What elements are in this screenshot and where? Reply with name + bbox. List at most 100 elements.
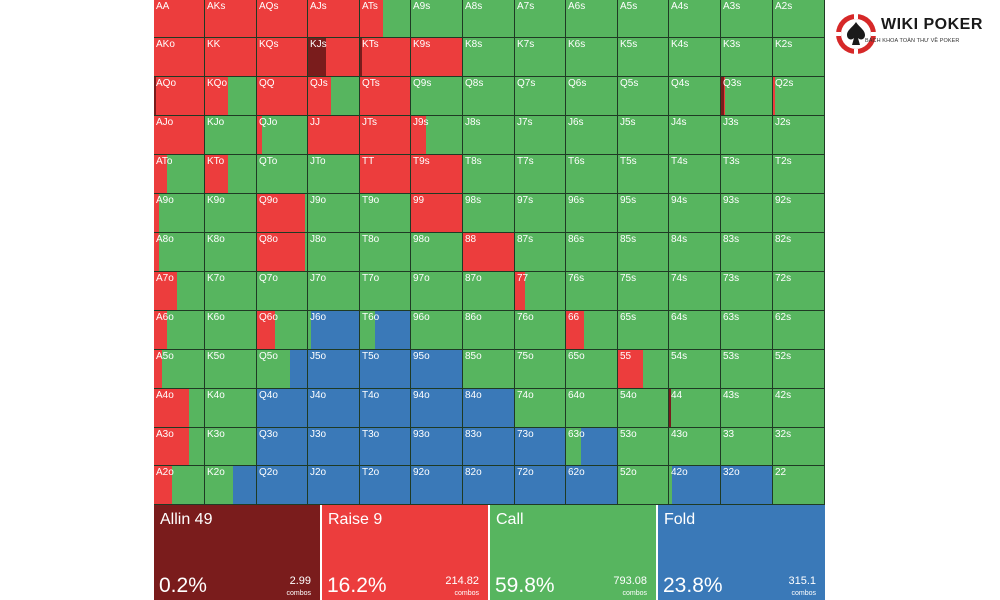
hand-cell[interactable]: 55 [618,350,669,389]
hand-cell[interactable]: KK [205,38,257,77]
hand-cell[interactable]: K5s [618,38,669,77]
hand-cell[interactable]: K2s [773,38,825,77]
hand-cell[interactable]: Q2o [257,466,308,505]
summary-raise[interactable]: Raise 9 16.2% 214.82 combos [322,505,488,600]
hand-cell[interactable]: 62s [773,311,825,350]
hand-cell[interactable]: 52o [618,466,669,505]
hand-cell[interactable]: A4s [669,0,721,38]
hand-cell[interactable]: J6o [308,311,360,350]
hand-cell[interactable]: 87s [515,233,566,272]
hand-cell[interactable]: J8s [463,116,515,155]
hand-cell[interactable]: 22 [773,466,825,505]
hand-cell[interactable]: T2o [360,466,411,505]
hand-cell[interactable]: K7o [205,272,257,311]
hand-cell[interactable]: J9o [308,194,360,233]
hand-cell[interactable]: 86o [463,311,515,350]
hand-cell[interactable]: K7s [515,38,566,77]
hand-cell[interactable]: J7s [515,116,566,155]
hand-cell[interactable]: Q9o [257,194,308,233]
hand-cell[interactable]: 92s [773,194,825,233]
hand-cell[interactable]: 33 [721,428,773,466]
hand-cell[interactable]: 84s [669,233,721,272]
hand-cell[interactable]: 73s [721,272,773,311]
hand-cell[interactable]: KJs [308,38,360,77]
hand-cell[interactable]: A3s [721,0,773,38]
hand-cell[interactable]: 77 [515,272,566,311]
hand-cell[interactable]: A2s [773,0,825,38]
hand-cell[interactable]: K3o [205,428,257,466]
hand-cell[interactable]: J2s [773,116,825,155]
hand-cell[interactable]: J5o [308,350,360,389]
hand-cell[interactable]: 86s [566,233,618,272]
hand-cell[interactable]: Q7s [515,77,566,116]
hand-cell[interactable]: AQs [257,0,308,38]
hand-cell[interactable]: 99 [411,194,463,233]
hand-cell[interactable]: Q8o [257,233,308,272]
hand-cell[interactable]: 85s [618,233,669,272]
hand-cell[interactable]: A6s [566,0,618,38]
hand-cell[interactable]: QTo [257,155,308,194]
hand-cell[interactable]: 44 [669,389,721,428]
hand-cell[interactable]: T7o [360,272,411,311]
hand-cell[interactable]: AJo [154,116,205,155]
hand-cell[interactable]: J7o [308,272,360,311]
hand-cell[interactable]: T6o [360,311,411,350]
hand-cell[interactable]: 32o [721,466,773,505]
hand-cell[interactable]: AQo [154,77,205,116]
hand-cell[interactable]: Q2s [773,77,825,116]
hand-cell[interactable]: Q4o [257,389,308,428]
hand-cell[interactable]: KTs [360,38,411,77]
hand-cell[interactable]: KQo [205,77,257,116]
hand-cell[interactable]: T6s [566,155,618,194]
hand-cell[interactable]: T4s [669,155,721,194]
hand-cell[interactable]: K4o [205,389,257,428]
hand-cell[interactable]: 82s [773,233,825,272]
hand-cell[interactable]: T2s [773,155,825,194]
hand-cell[interactable]: Q7o [257,272,308,311]
hand-cell[interactable]: QQ [257,77,308,116]
hand-cell[interactable]: K9o [205,194,257,233]
hand-cell[interactable]: A7s [515,0,566,38]
hand-cell[interactable]: T7s [515,155,566,194]
hand-cell[interactable]: K5o [205,350,257,389]
hand-cell[interactable]: A9s [411,0,463,38]
hand-cell[interactable]: 93s [721,194,773,233]
hand-cell[interactable]: 54s [669,350,721,389]
hand-cell[interactable]: 92o [411,466,463,505]
hand-cell[interactable]: 63s [721,311,773,350]
hand-cell[interactable]: 54o [618,389,669,428]
hand-cell[interactable]: Q9s [411,77,463,116]
hand-cell[interactable]: 72o [515,466,566,505]
hand-cell[interactable]: 52s [773,350,825,389]
hand-cell[interactable]: 95o [411,350,463,389]
hand-cell[interactable]: AJs [308,0,360,38]
hand-cell[interactable]: AKo [154,38,205,77]
hand-cell[interactable]: 32s [773,428,825,466]
hand-cell[interactable]: T8s [463,155,515,194]
hand-cell[interactable]: 63o [566,428,618,466]
hand-cell[interactable]: J8o [308,233,360,272]
hand-cell[interactable]: A5s [618,0,669,38]
hand-cell[interactable]: 74s [669,272,721,311]
hand-cell[interactable]: K4s [669,38,721,77]
summary-allin[interactable]: Allin 49 0.2% 2.99 combos [154,505,320,600]
hand-cell[interactable]: 85o [463,350,515,389]
hand-cell[interactable]: J6s [566,116,618,155]
hand-cell[interactable]: AKs [205,0,257,38]
hand-cell[interactable]: KJo [205,116,257,155]
hand-cell[interactable]: J9s [411,116,463,155]
hand-cell[interactable]: 43o [669,428,721,466]
hand-cell[interactable]: K6o [205,311,257,350]
hand-cell[interactable]: JTo [308,155,360,194]
hand-cell[interactable]: Q4s [669,77,721,116]
hand-cell[interactable]: T5o [360,350,411,389]
hand-cell[interactable]: J3o [308,428,360,466]
hand-cell[interactable]: 42o [669,466,721,505]
hand-cell[interactable]: Q6s [566,77,618,116]
hand-cell[interactable]: J5s [618,116,669,155]
hand-cell[interactable]: 96o [411,311,463,350]
hand-cell[interactable]: Q8s [463,77,515,116]
hand-cell[interactable]: 88 [463,233,515,272]
hand-cell[interactable]: 98s [463,194,515,233]
hand-cell[interactable]: Q3o [257,428,308,466]
